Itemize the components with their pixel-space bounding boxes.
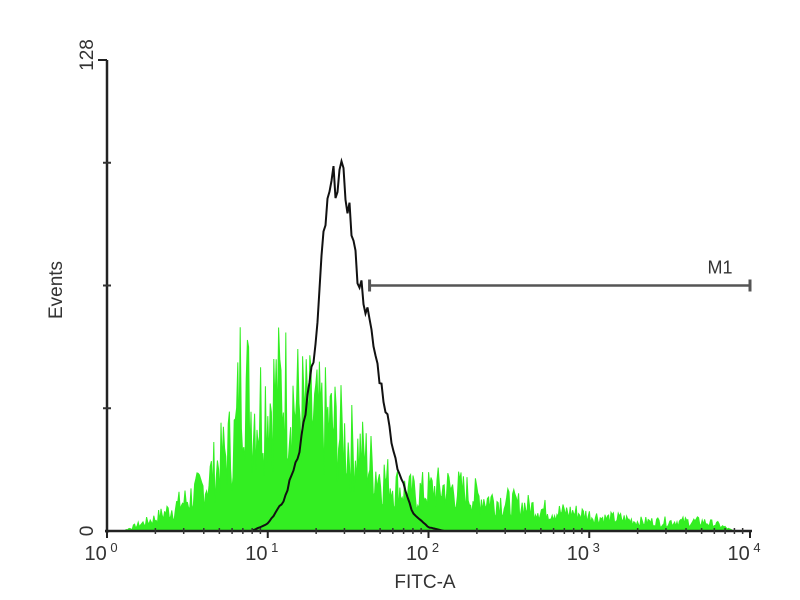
y-tick-label-128: 128 <box>77 39 98 71</box>
m1-gate-label: M1 <box>707 258 732 278</box>
x-tick-exponent: 1 <box>267 540 278 555</box>
x-tick-label: 10 0 <box>84 540 117 565</box>
x-tick-exponent: 0 <box>107 540 118 555</box>
x-tick-exponent: 2 <box>428 540 439 555</box>
m1-gate[interactable]: M1 <box>368 258 752 292</box>
y-tick-label-0: 0 <box>77 526 98 537</box>
axes <box>98 59 752 533</box>
series-green-histogram <box>107 327 734 532</box>
x-tick-label: 10 2 <box>406 540 439 565</box>
x-tick-exponent: 3 <box>589 540 600 555</box>
series-black-histogram <box>219 157 444 532</box>
x-tick-exponent: 4 <box>750 540 761 555</box>
x-tick-label: 10 4 <box>727 540 760 565</box>
x-axis-label: FITC-A <box>394 572 456 593</box>
x-tick-label: 10 1 <box>245 540 278 565</box>
ticks: 10 0 10 1 10 2 10 3 10 4 <box>84 161 761 565</box>
series-layer <box>107 157 734 532</box>
x-tick-label: 10 3 <box>567 540 600 565</box>
y-axis-label: Events <box>46 261 67 319</box>
